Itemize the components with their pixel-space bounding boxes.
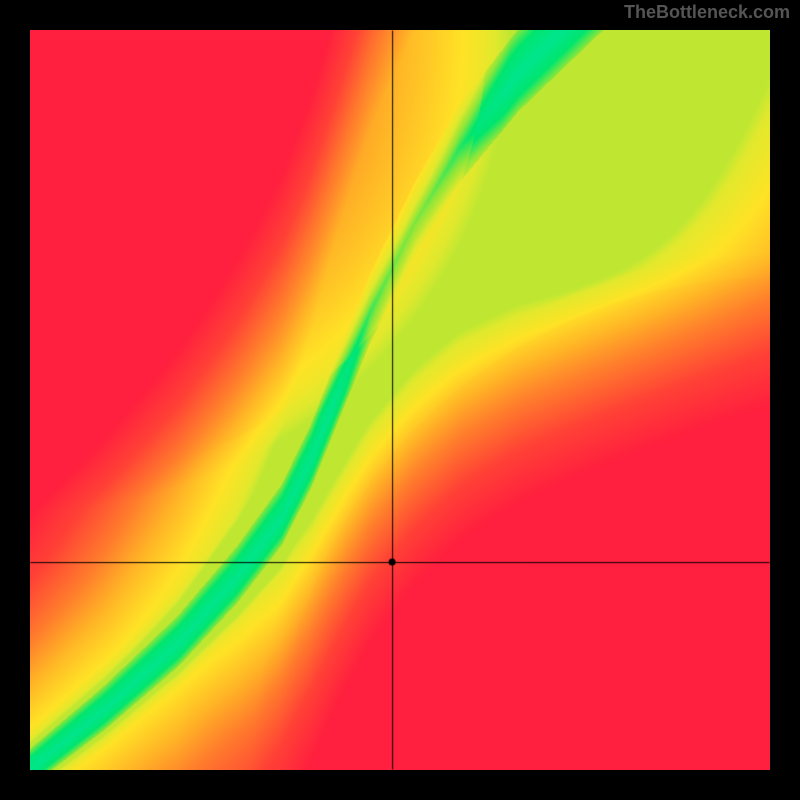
plot-area	[30, 30, 770, 770]
chart-container: TheBottleneck.com	[0, 0, 800, 800]
bottleneck-heatmap	[30, 30, 770, 770]
watermark-text: TheBottleneck.com	[624, 2, 790, 23]
